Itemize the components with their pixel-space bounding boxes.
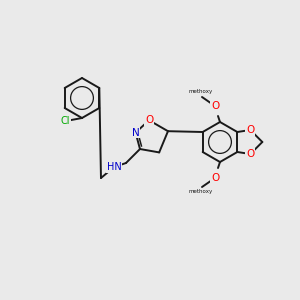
Text: HN: HN <box>106 162 122 172</box>
Text: methoxy: methoxy <box>189 89 213 94</box>
Text: N: N <box>132 128 140 138</box>
Text: O: O <box>145 115 153 125</box>
Text: O: O <box>211 173 219 183</box>
Text: methoxy: methoxy <box>189 189 213 194</box>
Text: O: O <box>246 149 254 159</box>
Text: O: O <box>246 125 254 135</box>
Text: Cl: Cl <box>60 116 70 126</box>
Text: O: O <box>211 101 219 111</box>
